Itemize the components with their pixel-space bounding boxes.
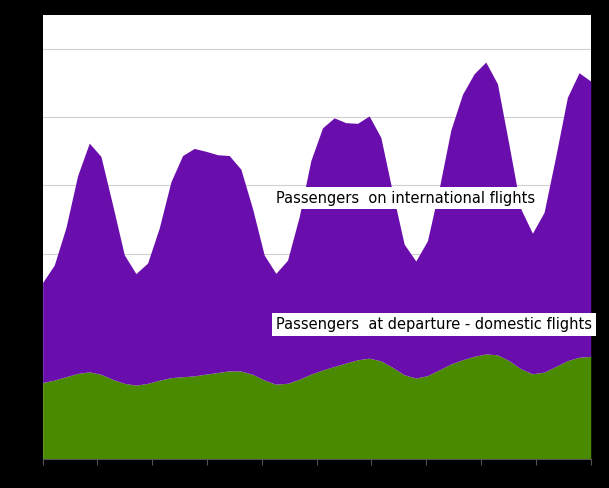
Text: Passengers  at departure - domestic flights: Passengers at departure - domestic fligh… — [276, 317, 592, 332]
Text: Passengers  on international flights: Passengers on international flights — [276, 190, 535, 205]
